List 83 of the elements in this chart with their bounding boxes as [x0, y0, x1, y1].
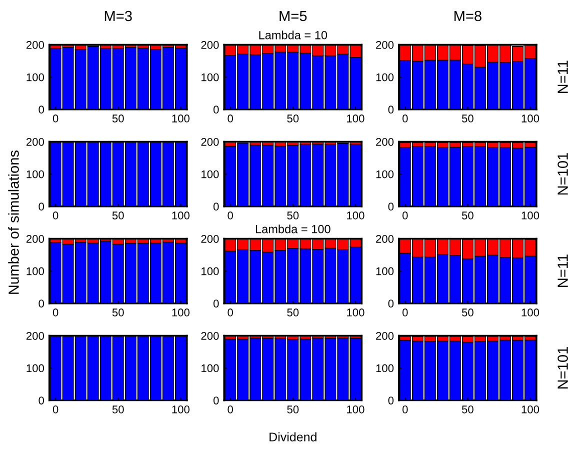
x-tick-label: 0 — [52, 114, 58, 122]
y-tick-label: 200 — [376, 138, 394, 146]
x-tick-label: 0 — [52, 308, 58, 316]
y-tick-label: 200 — [26, 41, 44, 49]
y-tick-label: 100 — [376, 267, 394, 276]
chart-title: M=3 — [104, 10, 132, 22]
chart-subtitle: Lambda = 10 — [259, 30, 328, 40]
y-tick-label: 200 — [376, 41, 394, 49]
y-tick-label: 100 — [26, 364, 44, 372]
y-tick-label: 100 — [202, 267, 219, 276]
chart-title: M=8 — [454, 10, 482, 22]
y-tick-label: 100 — [376, 170, 394, 178]
text: N=11 — [558, 254, 568, 287]
chart-subtitle: Lambda = 100 — [256, 224, 330, 234]
y-tick-label: 0 — [213, 106, 219, 114]
y-tick-label: 100 — [26, 267, 44, 276]
x-tick-label: 50 — [112, 114, 124, 122]
x-tick-label: 50 — [287, 212, 299, 220]
y-tick-label: 0 — [38, 202, 44, 211]
y-tick-label: 200 — [26, 332, 44, 340]
x-tick-label: 100 — [522, 114, 540, 122]
x-tick-label: 100 — [172, 308, 190, 316]
y-tick-label: 0 — [388, 202, 394, 211]
y-tick-label: 0 — [213, 300, 219, 308]
x-tick-label: 50 — [462, 212, 474, 220]
y-tick-label: 100 — [376, 364, 394, 372]
y-tick-label: 0 — [388, 106, 394, 114]
y-tick-label: 200 — [376, 234, 394, 243]
x-tick-label: 100 — [172, 212, 190, 220]
y-tick-label: 0 — [388, 300, 394, 308]
y-tick-label: 100 — [376, 73, 394, 82]
x-tick-label: 100 — [172, 406, 190, 414]
x-tick-label: 0 — [228, 308, 233, 316]
y-tick-label: 200 — [201, 41, 219, 49]
y-tick-label: 0 — [213, 396, 219, 404]
y-tick-label: 100 — [202, 73, 219, 82]
x-tick-label: 0 — [228, 406, 233, 414]
x-tick-label: 0 — [228, 212, 233, 220]
x-tick-label: 50 — [462, 406, 474, 414]
y-tick-label: 0 — [38, 300, 44, 308]
y-tick-label: 200 — [376, 332, 394, 340]
y-tick-label: 0 — [213, 202, 219, 211]
x-tick-label: 50 — [287, 406, 299, 414]
x-tick-label: 0 — [402, 308, 408, 316]
y-tick-label: 100 — [202, 364, 219, 372]
y-tick-label: 100 — [26, 170, 44, 178]
x-tick-label: 0 — [228, 114, 233, 122]
x-tick-label: 50 — [462, 308, 474, 316]
x-tick-label: 100 — [522, 406, 540, 414]
text: N=101 — [558, 347, 568, 389]
text: N=101 — [558, 153, 568, 195]
x-tick-label: 100 — [347, 406, 364, 414]
x-tick-label: 100 — [347, 212, 364, 220]
x-tick-label: 50 — [112, 212, 124, 220]
y-tick-label: 200 — [201, 332, 219, 340]
y-tick-label: 0 — [38, 106, 44, 114]
x-tick-label: 100 — [522, 308, 540, 316]
x-axis-title: Dividend — [270, 432, 316, 442]
y-tick-label: 200 — [26, 234, 44, 243]
x-tick-label: 50 — [287, 114, 299, 122]
x-tick-label: 100 — [347, 308, 364, 316]
x-tick-label: 100 — [522, 212, 540, 220]
y-tick-label: 100 — [26, 73, 44, 82]
x-tick-label: 50 — [112, 406, 124, 414]
x-tick-label: 50 — [112, 308, 124, 316]
x-tick-label: 0 — [402, 212, 408, 220]
x-tick-label: 0 — [402, 406, 408, 414]
y-tick-label: 100 — [202, 170, 219, 178]
y-tick-label: 0 — [38, 396, 44, 404]
y-tick-label: 200 — [201, 138, 219, 146]
y-tick-label: 200 — [201, 234, 219, 243]
y-tick-label: 200 — [26, 138, 44, 146]
x-tick-label: 0 — [52, 212, 58, 220]
y-tick-label: 0 — [388, 396, 394, 404]
text: N=11 — [558, 60, 568, 93]
chart-title: M=5 — [280, 10, 307, 22]
x-tick-label: 0 — [52, 406, 58, 414]
x-tick-label: 100 — [172, 114, 190, 122]
x-tick-label: 0 — [402, 114, 408, 122]
x-tick-label: 50 — [287, 308, 299, 316]
x-tick-label: 50 — [462, 114, 474, 122]
x-tick-label: 100 — [347, 114, 364, 122]
y-axis-title: Number of simulations — [8, 150, 19, 294]
